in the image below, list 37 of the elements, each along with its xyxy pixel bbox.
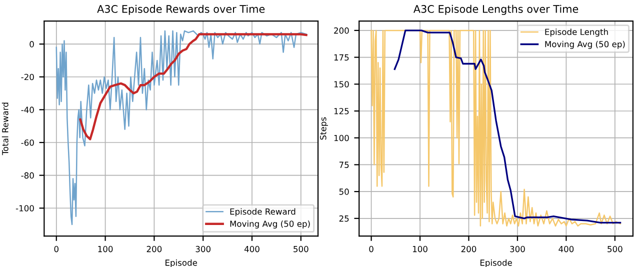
y-tick-label: -60 <box>21 139 34 146</box>
y-tick-label: 200 <box>334 27 349 34</box>
x-tick-label: 300 <box>196 246 210 252</box>
y-tick-label: 25 <box>339 215 349 222</box>
x-tick-label: 0 <box>54 246 58 252</box>
legend-label: Episode Length <box>545 28 608 37</box>
chart-title: A3C Episode Lengths over Time <box>413 4 578 15</box>
x-tick-label: 500 <box>608 246 622 252</box>
x-tick-label: 0 <box>369 246 374 252</box>
y-tick-label: -80 <box>21 172 34 179</box>
y-tick-label: 100 <box>334 134 349 142</box>
y-tick-label: 150 <box>334 81 349 88</box>
legend-label: Moving Avg (50 ep) <box>230 220 310 229</box>
y-tick-label: 0 <box>30 41 34 48</box>
x-tick-label: 200 <box>461 246 476 252</box>
x-tick-label: 200 <box>146 246 162 252</box>
x-axis-title: Episode <box>166 259 198 267</box>
x-tick-label: 400 <box>244 246 260 252</box>
x-tick-label: 500 <box>294 246 308 252</box>
y-tick-label: -40 <box>21 106 34 113</box>
y-tick-label: 175 <box>334 54 349 61</box>
chart-title: A3C Episode Rewards over Time <box>97 4 265 15</box>
line-series <box>79 33 308 140</box>
y-tick-label: 125 <box>334 108 349 114</box>
x-axis-title: Episode <box>480 259 512 267</box>
legend-label: Moving Avg (50 ep) <box>545 40 625 49</box>
y-axis-title: Total Reward <box>2 102 8 156</box>
x-tick-label: 300 <box>510 246 525 252</box>
legend-label: Episode Reward <box>230 208 296 216</box>
y-tick-label: -100 <box>16 205 34 212</box>
y-tick-label: 50 <box>339 188 349 195</box>
y-axis-title: Steps <box>320 117 328 140</box>
x-tick-label: 400 <box>558 246 574 252</box>
x-tick-label: 100 <box>98 246 113 252</box>
y-tick-label: 75 <box>339 162 349 168</box>
x-tick-label: 100 <box>412 246 428 252</box>
y-tick-label: -20 <box>21 74 34 80</box>
